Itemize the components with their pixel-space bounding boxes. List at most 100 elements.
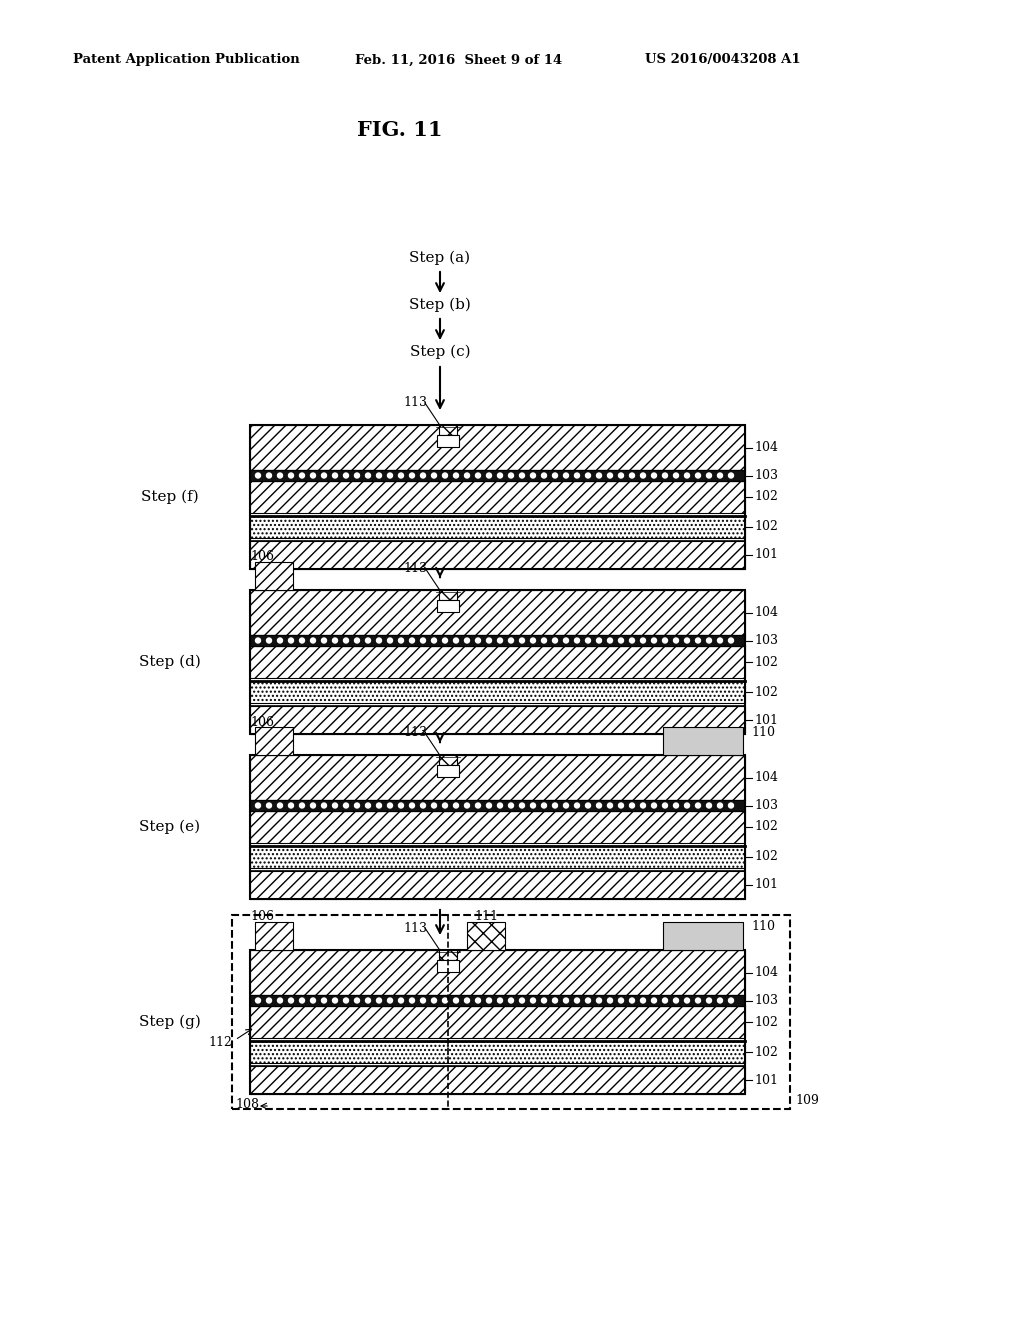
Circle shape	[431, 803, 436, 808]
Bar	[250, 635, 745, 645]
Circle shape	[442, 473, 447, 478]
Bar	[250, 1067, 745, 1094]
Circle shape	[410, 998, 415, 1003]
Bar	[255, 562, 293, 590]
Circle shape	[718, 998, 723, 1003]
Text: Step (f): Step (f)	[141, 490, 199, 504]
Bar	[250, 950, 745, 995]
Circle shape	[618, 998, 624, 1003]
Circle shape	[410, 803, 415, 808]
Text: Step (d): Step (d)	[139, 655, 201, 669]
Bar	[439, 425, 457, 436]
Circle shape	[607, 998, 612, 1003]
Circle shape	[728, 803, 733, 808]
Text: 106: 106	[250, 550, 274, 564]
Circle shape	[366, 803, 371, 808]
Bar	[437, 960, 459, 972]
Circle shape	[465, 998, 469, 1003]
Circle shape	[553, 803, 557, 808]
Circle shape	[695, 473, 700, 478]
Circle shape	[354, 638, 359, 643]
Text: 111: 111	[474, 911, 498, 924]
Circle shape	[431, 473, 436, 478]
Circle shape	[542, 473, 547, 478]
Circle shape	[586, 998, 591, 1003]
Circle shape	[542, 803, 547, 808]
Circle shape	[454, 998, 459, 1003]
Bar	[250, 995, 745, 1006]
Circle shape	[498, 803, 503, 808]
Circle shape	[498, 998, 503, 1003]
Circle shape	[486, 473, 492, 478]
Circle shape	[343, 638, 348, 643]
Circle shape	[442, 998, 447, 1003]
Circle shape	[475, 638, 480, 643]
Circle shape	[607, 473, 612, 478]
Circle shape	[728, 638, 733, 643]
Circle shape	[322, 638, 327, 643]
Circle shape	[630, 803, 635, 808]
Circle shape	[542, 638, 547, 643]
Circle shape	[498, 473, 503, 478]
Bar	[250, 516, 745, 539]
Circle shape	[530, 998, 536, 1003]
Circle shape	[398, 998, 403, 1003]
Text: FIG. 11: FIG. 11	[357, 120, 442, 140]
Circle shape	[684, 638, 689, 643]
Circle shape	[299, 998, 304, 1003]
Circle shape	[398, 638, 403, 643]
Circle shape	[354, 473, 359, 478]
Circle shape	[651, 638, 656, 643]
Circle shape	[343, 998, 348, 1003]
Circle shape	[289, 998, 294, 1003]
Circle shape	[266, 638, 271, 643]
Circle shape	[530, 803, 536, 808]
Circle shape	[266, 473, 271, 478]
Text: 113: 113	[403, 561, 427, 574]
Text: Feb. 11, 2016  Sheet 9 of 14: Feb. 11, 2016 Sheet 9 of 14	[355, 54, 562, 66]
Text: 110: 110	[751, 726, 775, 738]
Circle shape	[475, 803, 480, 808]
Circle shape	[442, 803, 447, 808]
Circle shape	[509, 638, 513, 643]
Circle shape	[674, 473, 679, 478]
Circle shape	[663, 803, 668, 808]
Circle shape	[630, 638, 635, 643]
Circle shape	[410, 473, 415, 478]
Circle shape	[640, 998, 645, 1003]
Circle shape	[465, 803, 469, 808]
Text: 112: 112	[208, 1035, 232, 1048]
Circle shape	[663, 473, 668, 478]
Circle shape	[322, 473, 327, 478]
Circle shape	[519, 803, 524, 808]
Bar	[250, 480, 745, 513]
Text: 106: 106	[250, 911, 274, 924]
Text: 108: 108	[234, 1097, 259, 1110]
Circle shape	[421, 803, 426, 808]
Circle shape	[574, 473, 580, 478]
Circle shape	[387, 803, 392, 808]
Bar	[250, 590, 745, 635]
Circle shape	[519, 998, 524, 1003]
Circle shape	[387, 998, 392, 1003]
Circle shape	[509, 473, 513, 478]
Circle shape	[607, 638, 612, 643]
Circle shape	[509, 803, 513, 808]
Text: US 2016/0043208 A1: US 2016/0043208 A1	[645, 54, 801, 66]
Bar	[250, 425, 745, 569]
Circle shape	[289, 803, 294, 808]
Bar	[250, 950, 745, 1094]
Bar	[663, 727, 743, 755]
Circle shape	[278, 803, 283, 808]
Circle shape	[651, 998, 656, 1003]
Circle shape	[289, 638, 294, 643]
Circle shape	[640, 473, 645, 478]
Bar	[250, 470, 745, 480]
Circle shape	[289, 473, 294, 478]
Text: 102: 102	[754, 656, 778, 668]
Circle shape	[707, 638, 712, 643]
Circle shape	[299, 473, 304, 478]
Text: 102: 102	[754, 821, 778, 833]
Circle shape	[718, 473, 723, 478]
Circle shape	[333, 473, 338, 478]
